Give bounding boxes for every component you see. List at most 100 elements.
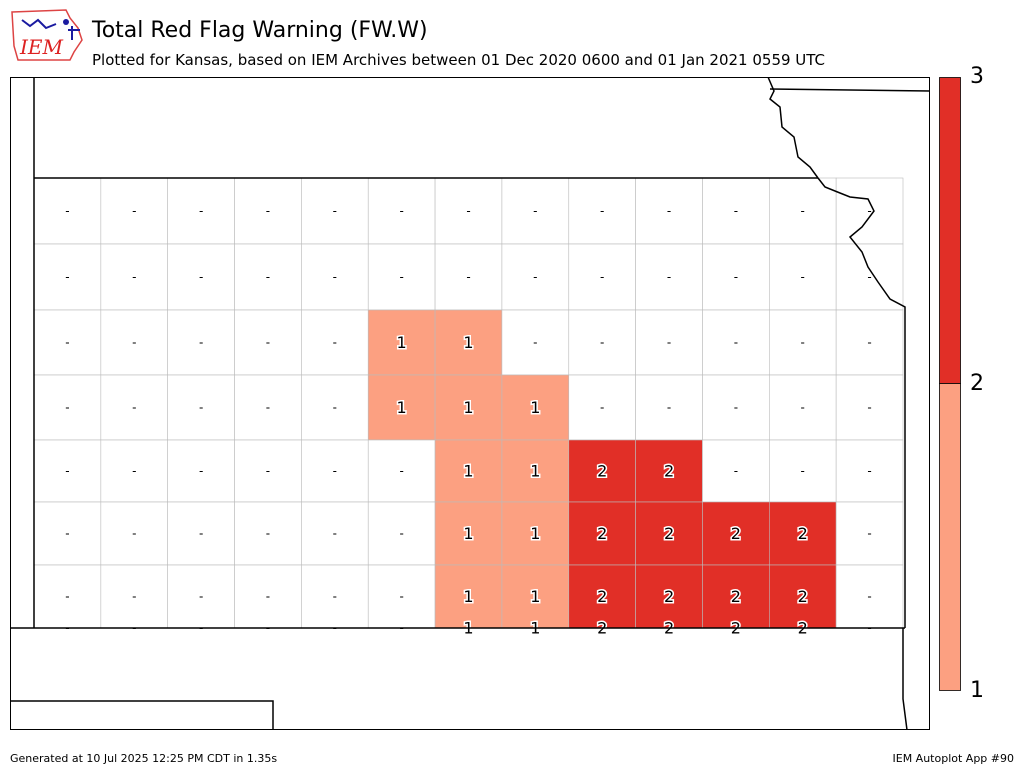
county-cell xyxy=(635,177,703,245)
county-count-label: 2 xyxy=(798,524,808,543)
map-title: Total Red Flag Warning (FW.W) xyxy=(92,18,428,43)
county-count-label: - xyxy=(734,270,738,284)
county-count-label: - xyxy=(132,590,136,604)
county-count-label: - xyxy=(333,527,337,541)
northeast-border xyxy=(767,77,819,179)
county-cell xyxy=(367,309,436,376)
county-count-label: - xyxy=(199,464,203,478)
county-count-label: - xyxy=(600,270,604,284)
county-cell xyxy=(568,243,636,311)
county-count-label: - xyxy=(132,204,136,218)
county-count-label: 1 xyxy=(530,524,540,543)
county-cell xyxy=(835,177,904,245)
county-count-label: - xyxy=(266,401,270,415)
county-count-label: - xyxy=(333,336,337,350)
county-cell xyxy=(234,374,302,441)
county-cell xyxy=(835,439,904,503)
county-count-label: - xyxy=(65,336,69,350)
colorbar xyxy=(939,77,961,691)
county-count-label: - xyxy=(65,590,69,604)
county-cell xyxy=(234,243,302,311)
county-cell xyxy=(568,501,636,566)
county-count-label: - xyxy=(333,204,337,218)
county-count-label: - xyxy=(801,401,805,415)
county-count-label: - xyxy=(266,464,270,478)
county-count-label: - xyxy=(65,527,69,541)
county-cell xyxy=(568,439,636,503)
county-count-label: - xyxy=(867,401,871,415)
county-cell xyxy=(635,501,703,566)
county-cell xyxy=(301,309,369,376)
county-cell xyxy=(33,501,102,566)
county-count-label: - xyxy=(333,590,337,604)
county-cell xyxy=(234,564,302,629)
state-boundaries xyxy=(10,77,930,730)
iem-logo-icon: IEM xyxy=(11,9,83,61)
county-count-label: - xyxy=(399,270,403,284)
county-cell xyxy=(769,439,837,503)
county-count-label: 2 xyxy=(664,587,674,606)
county-cell xyxy=(100,374,168,441)
county-count-label: - xyxy=(667,401,671,415)
county-count-label: - xyxy=(199,204,203,218)
county-count-label: 2 xyxy=(798,587,808,606)
county-cell xyxy=(301,564,369,629)
county-count-label: 2 xyxy=(597,524,607,543)
county-cell xyxy=(167,501,235,566)
colorbar-tick-1: 1 xyxy=(970,678,984,703)
county-count-label: - xyxy=(65,270,69,284)
county-count-label: 1 xyxy=(463,333,473,352)
county-cell xyxy=(367,564,436,629)
county-count-label: - xyxy=(333,270,337,284)
county-count-label: - xyxy=(533,336,537,350)
colorbar-tick-2: 2 xyxy=(970,371,984,396)
generated-footer: Generated at 10 Jul 2025 12:25 PM CDT in… xyxy=(10,752,278,765)
county-count-label: 2 xyxy=(597,462,607,481)
county-cell xyxy=(100,309,168,376)
colorbar-level2 xyxy=(939,77,961,384)
missouri-east-border xyxy=(902,628,908,730)
county-cell xyxy=(635,374,703,441)
county-count-label: - xyxy=(801,204,805,218)
colorbar-level1 xyxy=(939,383,961,691)
county-cell xyxy=(702,374,770,441)
county-cell xyxy=(635,243,703,311)
county-count-label: - xyxy=(333,464,337,478)
county-count-label: - xyxy=(867,270,871,284)
county-count-label: - xyxy=(867,590,871,604)
county-count-label: - xyxy=(132,336,136,350)
county-count-label: 1 xyxy=(463,398,473,417)
county-count-label: - xyxy=(399,204,403,218)
county-cell xyxy=(33,439,102,503)
county-cell xyxy=(702,309,770,376)
county-cell xyxy=(501,243,570,311)
county-cell xyxy=(33,374,102,441)
county-cell xyxy=(100,177,168,245)
county-count-label: - xyxy=(667,336,671,350)
county-cell xyxy=(501,374,570,441)
county-count-label: 1 xyxy=(397,333,407,352)
county-cell xyxy=(367,374,436,441)
county-count-label: - xyxy=(667,204,671,218)
county-count-label: - xyxy=(600,336,604,350)
county-cell xyxy=(501,309,570,376)
county-cell xyxy=(434,243,503,311)
county-count-label: - xyxy=(132,270,136,284)
county-cell xyxy=(635,564,703,629)
county-count-label: 1 xyxy=(463,587,473,606)
county-cell xyxy=(702,177,770,245)
county-count-label: - xyxy=(533,270,537,284)
county-count-label: - xyxy=(266,527,270,541)
county-cell xyxy=(702,243,770,311)
county-count-label: - xyxy=(399,590,403,604)
iowa-border xyxy=(769,88,930,92)
county-cell xyxy=(835,501,904,566)
county-cell xyxy=(33,243,102,311)
county-count-label: 1 xyxy=(530,398,540,417)
county-cell xyxy=(501,439,570,503)
county-count-label: - xyxy=(65,204,69,218)
county-count-label: - xyxy=(600,204,604,218)
county-count-label: - xyxy=(132,464,136,478)
county-cell xyxy=(769,501,837,566)
county-cell xyxy=(301,177,369,245)
